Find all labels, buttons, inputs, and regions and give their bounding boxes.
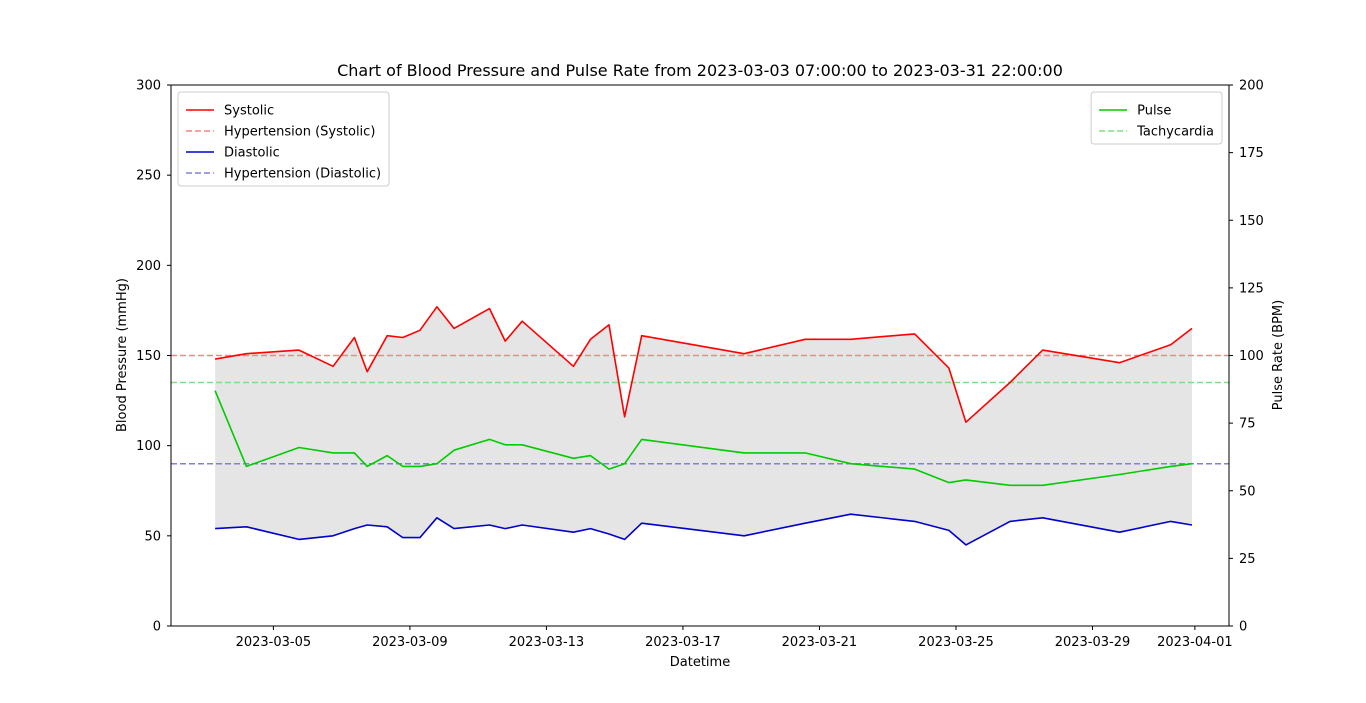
pulse-line	[214, 390, 1193, 487]
x-tick-label: 2023-03-29	[1055, 635, 1131, 650]
x-tick-label: 2023-03-21	[782, 635, 858, 650]
x-tick-label: 2023-03-25	[918, 635, 994, 650]
y-right-tick-label: 150	[1239, 214, 1264, 229]
x-tick-label: 2023-03-09	[372, 635, 448, 650]
legend-label-pulse: Pulse	[1137, 104, 1171, 119]
y-right-tick-label: 100	[1239, 349, 1264, 364]
y-axis-right-label: Pulse Rate (BPM)	[1271, 300, 1286, 410]
y-right-tick-label: 50	[1239, 484, 1256, 499]
legend-upper-left: Systolic Hypertension (Systolic) Diastolic…	[177, 91, 390, 187]
y-left-tick-label: 150	[136, 349, 161, 364]
y-left-tick-label: 100	[136, 439, 161, 454]
y-right-tick-label: 125	[1239, 281, 1264, 296]
legend-label-tachycardia: Tachycardia	[1136, 125, 1214, 140]
diastolic-line	[215, 513, 1193, 546]
y-right-tick-label: 25	[1239, 552, 1256, 567]
legend-box	[1090, 91, 1223, 145]
legend-label-hypertension-diastolic: Hypertension (Diastolic)	[224, 167, 381, 182]
y-left-tick-label: 0	[153, 620, 161, 635]
plot-area	[171, 305, 1229, 546]
y-right-tick-label: 75	[1239, 417, 1256, 432]
y-left-tick-label: 50	[144, 529, 161, 544]
y-right-tick-label: 200	[1239, 79, 1264, 94]
legend-label-systolic: Systolic	[224, 104, 274, 119]
x-tick-label: 2023-03-05	[236, 635, 312, 650]
legend-label-diastolic: Diastolic	[224, 146, 280, 161]
y-right-tick-label: 175	[1239, 146, 1264, 161]
y-left-tick-label: 200	[136, 259, 161, 274]
y-left-tick-label: 250	[136, 169, 161, 184]
x-axis-label: Datetime	[670, 655, 730, 670]
axes: 0 50 100 150 200 250 300 0 25 50 75 100 125 150 175 200…	[136, 79, 1264, 651]
systolic-diastolic-fill	[215, 306, 1193, 545]
x-tick-label: 2023-03-13	[509, 635, 585, 650]
legends: Systolic Hypertension (Systolic) Diastolic…	[177, 91, 1223, 187]
legend-box	[177, 91, 390, 187]
x-tick-label: 2023-03-17	[645, 635, 721, 650]
legend-label-hypertension-systolic: Hypertension (Systolic)	[224, 125, 375, 140]
x-tick-label: 2023-04-01	[1157, 635, 1233, 650]
systolic-line	[214, 305, 1193, 424]
y-left-tick-label: 300	[136, 79, 161, 94]
y-axis-left-label: Blood Pressure (mmHg)	[115, 278, 130, 432]
legend-upper-right: Pulse Tachycardia	[1090, 91, 1223, 145]
chart-title: Chart of Blood Pressure and Pulse Rate f…	[337, 61, 1063, 80]
y-right-tick-label: 0	[1239, 620, 1247, 635]
